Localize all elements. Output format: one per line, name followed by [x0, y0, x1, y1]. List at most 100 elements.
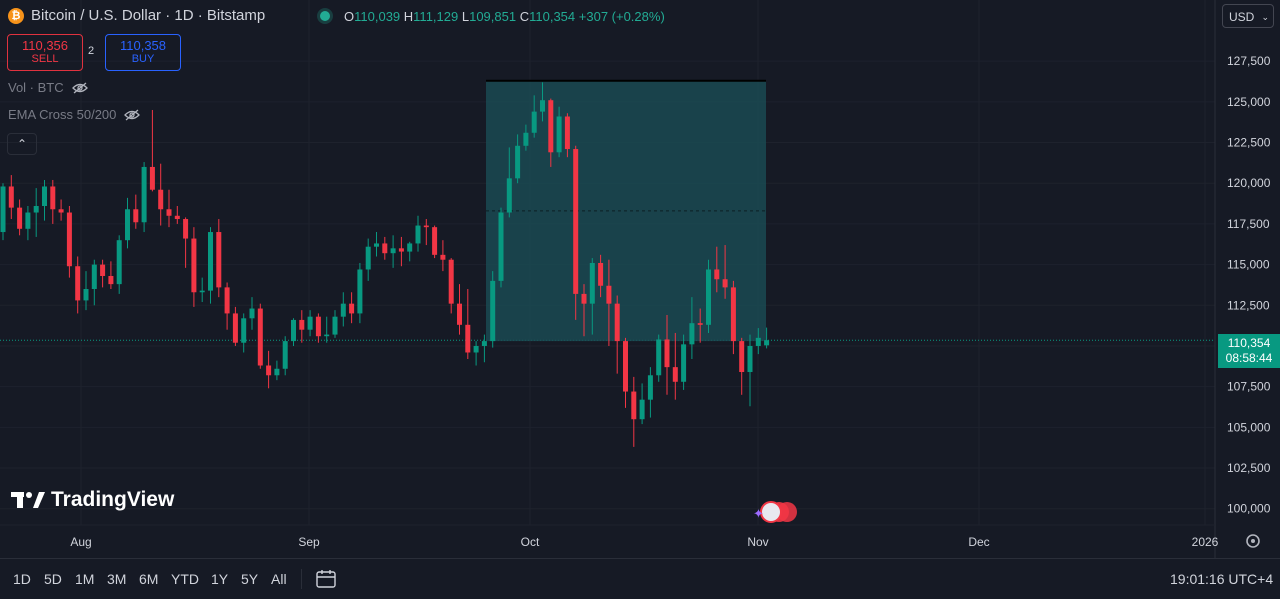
buy-button[interactable]: 110,358 BUY: [105, 34, 181, 71]
tradingview-logo-icon: [11, 492, 45, 508]
hidden-eye-icon[interactable]: [71, 82, 88, 94]
candle: [755, 328, 761, 355]
hidden-eye-icon[interactable]: [124, 109, 141, 121]
tradingview-logo[interactable]: TradingView: [11, 488, 174, 512]
ema-indicator-row[interactable]: EMA Cross 50/200: [8, 107, 141, 122]
candle: [116, 235, 122, 294]
chevron-down-icon: ⌄: [1261, 12, 1269, 22]
candle-body: [623, 341, 628, 392]
time-tick-label: Dec: [968, 535, 989, 549]
candle: [382, 236, 388, 260]
events-icon-group[interactable]: ✦: [753, 501, 797, 523]
candle-body: [224, 287, 230, 314]
candle: [498, 207, 504, 288]
candle: [722, 245, 728, 299]
candle: [606, 259, 612, 346]
candle-body: [365, 246, 371, 270]
candle-body: [349, 303, 355, 314]
candle: [241, 313, 247, 353]
candle: [623, 337, 628, 408]
utc-clock[interactable]: 19:01:16 UTC+4: [1170, 571, 1274, 587]
range-all-button[interactable]: All: [271, 571, 287, 587]
candle-body: [440, 254, 446, 260]
candle: [664, 315, 670, 395]
us-flag-icon[interactable]: [760, 501, 782, 523]
candle: [548, 98, 554, 167]
sell-label: SELL: [31, 53, 59, 65]
ema-indicator-label[interactable]: EMA Cross 50/200: [8, 107, 117, 122]
candle-body: [274, 368, 280, 376]
spread-value: 2: [88, 45, 95, 57]
candle: [739, 337, 745, 395]
candle-body: [714, 269, 720, 280]
candle-body: [149, 166, 155, 190]
currency-select[interactable]: USD ⌄: [1222, 4, 1274, 28]
candle-body: [291, 319, 296, 342]
settings-gear-icon[interactable]: [1246, 534, 1260, 548]
candle-body: [639, 399, 645, 420]
volume-indicator-label[interactable]: Vol · BTC: [8, 80, 64, 95]
candle: [91, 259, 97, 306]
candle-body: [108, 275, 114, 285]
candle: [249, 297, 255, 330]
range-1d-button[interactable]: 1D: [13, 571, 31, 587]
candle-body: [540, 100, 545, 112]
candle-body: [58, 209, 64, 213]
collapse-indicators-button[interactable]: ⌃: [7, 133, 37, 155]
candle: [448, 258, 454, 314]
market-open-icon[interactable]: [320, 11, 330, 21]
candle-body: [216, 232, 222, 288]
range-6m-button[interactable]: 6M: [139, 571, 159, 587]
range-zone[interactable]: [486, 79, 766, 342]
range-ytd-button[interactable]: YTD: [171, 571, 199, 587]
candle-body: [390, 248, 396, 254]
candle: [324, 316, 330, 343]
candle: [274, 360, 280, 381]
range-1y-button[interactable]: 1Y: [211, 571, 229, 587]
range-5y-button[interactable]: 5Y: [241, 571, 259, 587]
candle: [291, 318, 296, 346]
currency-label: USD: [1229, 10, 1255, 24]
candle: [125, 197, 130, 249]
candle-body: [515, 145, 521, 179]
candle-body: [33, 206, 39, 213]
range-3m-button[interactable]: 3M: [107, 571, 127, 587]
candle-body: [340, 303, 346, 317]
candle: [614, 295, 620, 374]
candle-body: [755, 337, 761, 346]
price-tick-label: 122,500: [1227, 136, 1271, 150]
candle-body: [481, 341, 487, 346]
candle-body: [50, 186, 56, 210]
time-axis[interactable]: Aug Sep Oct Nov Dec 2026: [70, 535, 1218, 549]
ohlc-readout: O110,039 H111,129 L109,851 C110,354 +307…: [344, 9, 665, 24]
candle-body: [681, 344, 687, 382]
candle-body: [116, 240, 122, 285]
sell-button[interactable]: 110,356 SELL: [7, 34, 83, 71]
candle: [764, 327, 770, 349]
symbol-title[interactable]: Bitcoin / U.S. Dollar · 1D · Bitstamp: [31, 7, 266, 24]
symbol-header: ₿ Bitcoin / U.S. Dollar · 1D · Bitstamp …: [0, 0, 1215, 34]
candle-body: [307, 316, 313, 330]
candle-body: [158, 189, 164, 210]
candle-body: [191, 238, 197, 293]
candle: [672, 332, 678, 400]
candle-body: [531, 111, 537, 133]
candle: [33, 188, 39, 237]
candle: [266, 350, 272, 389]
candle: [315, 313, 321, 343]
price-tick-label: 107,500: [1227, 380, 1271, 394]
range-1m-button[interactable]: 1M: [75, 571, 95, 587]
candle: [415, 215, 421, 252]
candle: [639, 383, 645, 425]
volume-indicator-row[interactable]: Vol · BTC: [8, 80, 88, 95]
price-tick-label: 112,500: [1227, 298, 1270, 312]
candle: [166, 189, 172, 228]
calendar-goto-icon[interactable]: [315, 569, 337, 589]
candle-body: [581, 293, 587, 304]
candle: [457, 284, 462, 335]
candle: [631, 376, 637, 447]
range-5d-button[interactable]: 5D: [44, 571, 62, 587]
price-tick-label: 102,500: [1227, 461, 1271, 475]
candle-body: [689, 323, 695, 345]
